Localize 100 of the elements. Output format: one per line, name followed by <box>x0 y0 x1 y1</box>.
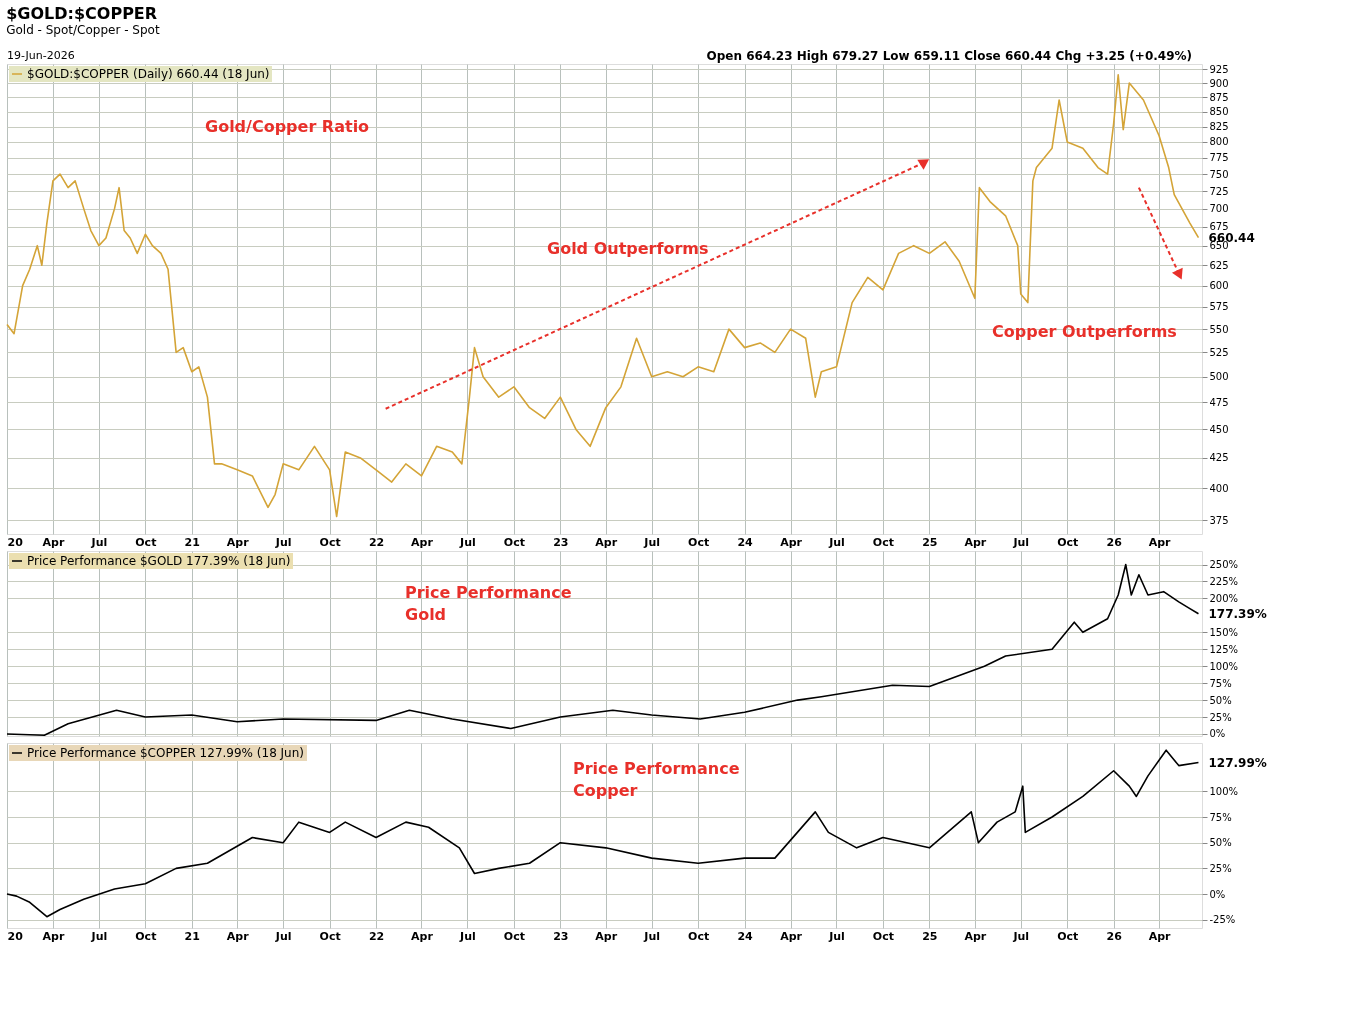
x-tick-label: Apr <box>42 535 65 549</box>
x-tick-label: Jul <box>828 535 845 549</box>
annotation: Gold Outperforms <box>547 239 709 258</box>
legend-label: $GOLD:$COPPER (Daily) 660.44 (18 Jun) <box>27 67 270 81</box>
y-tick-label: 25% <box>1209 711 1232 723</box>
annotation: Price Performance Copper <box>573 759 740 800</box>
x-tick-label: Apr <box>780 535 803 549</box>
x-tick-label: Jul <box>459 535 476 549</box>
y-tick-label: 375 <box>1209 514 1229 526</box>
y-tick-label: 875 <box>1209 91 1229 103</box>
x-tick-label: Apr <box>964 929 987 943</box>
y-tick-label: 800 <box>1209 136 1229 148</box>
x-tick-label: Oct <box>135 535 157 549</box>
x-tick-label: Apr <box>780 929 803 943</box>
x-tick-label: 22 <box>368 929 385 943</box>
x-tick-label: 25 <box>922 535 938 549</box>
x-tick-label: Oct <box>872 535 894 549</box>
x-tick-label: Jul <box>274 929 292 943</box>
x-tick-label: Apr <box>411 535 434 549</box>
y-tick-label: 675 <box>1209 221 1229 233</box>
y-tick-label: 50% <box>1209 694 1232 706</box>
y-tick-label: 25% <box>1209 862 1232 874</box>
legend-label: Price Performance $GOLD 177.39% (18 Jun) <box>27 554 291 568</box>
x-tick-label: Jul <box>459 929 476 943</box>
text: Open 664.23 High 679.27 Low 659.11 Close 660.44 Chg +3.25 (+0.49%) <box>706 49 1192 63</box>
x-tick-label: Oct <box>872 929 894 943</box>
x-tick-label: Oct <box>503 929 525 943</box>
y-tick-label: 450 <box>1209 423 1229 435</box>
x-tick-label: Oct <box>503 535 525 549</box>
y-tick-label: 775 <box>1209 152 1229 164</box>
y-tick-label: 500 <box>1209 371 1229 383</box>
x-tick-label: Apr <box>1148 535 1172 549</box>
y-tick-label: 725 <box>1209 185 1229 197</box>
x-tick-label: 24 <box>737 929 754 943</box>
y-tick-label: 100% <box>1209 660 1239 672</box>
annotation: 127.99% <box>1208 755 1267 770</box>
line-series <box>6 749 1200 918</box>
x-tick-label: 21 <box>184 535 200 549</box>
x-tick-label: 26 <box>1106 929 1123 943</box>
legend-label: Price Performance $COPPER 127.99% (18 Jun) <box>27 746 305 760</box>
x-tick-label: Jul <box>643 929 661 943</box>
y-tick-label: 475 <box>1209 396 1229 408</box>
y-tick-label: 575 <box>1209 301 1229 313</box>
text: 19-Jun-2026 <box>7 49 75 62</box>
x-tick-label: 20 <box>7 535 24 549</box>
y-tick-label: 825 <box>1209 121 1229 133</box>
y-tick-label: 900 <box>1209 77 1229 89</box>
x-tick-label: Oct <box>135 929 157 943</box>
x-tick-label: Jul <box>90 929 108 943</box>
x-tick-label: 20 <box>7 929 24 943</box>
x-tick-label: Oct <box>1057 535 1079 549</box>
y-tick-label: 200% <box>1209 592 1239 604</box>
y-tick-label: 425 <box>1209 452 1229 464</box>
x-tick-label: Jul <box>1012 929 1030 943</box>
x-tick-label: Oct <box>319 929 341 943</box>
chart-subtitle: Gold - Spot/Copper - Spot <box>6 23 160 37</box>
y-tick-label: 0% <box>1209 888 1226 900</box>
y-tick-label: 0% <box>1209 728 1226 740</box>
x-tick-label: Apr <box>226 929 250 943</box>
y-tick-label: 400 <box>1209 482 1229 494</box>
x-tick-label: Apr <box>42 929 65 943</box>
y-tick-label: 250% <box>1209 559 1239 571</box>
y-tick-label: 225% <box>1209 575 1239 587</box>
x-tick-label: 21 <box>184 929 200 943</box>
y-tick-label: 700 <box>1209 203 1229 215</box>
y-tick-label: 550 <box>1209 323 1229 335</box>
x-tick-label: Jul <box>828 929 845 943</box>
y-tick-label: 625 <box>1209 259 1229 271</box>
x-tick-label: Jul <box>643 535 661 549</box>
x-tick-label: Jul <box>90 535 108 549</box>
y-tick-label: 150% <box>1209 626 1239 638</box>
x-tick-label: Apr <box>964 535 987 549</box>
x-tick-label: Apr <box>411 929 434 943</box>
y-tick-label: 925 <box>1209 63 1229 75</box>
x-tick-label: Apr <box>595 535 618 549</box>
x-tick-label: Oct <box>688 535 710 549</box>
y-tick-label: 600 <box>1209 280 1229 292</box>
annotation: Copper Outperforms <box>992 322 1177 341</box>
x-tick-label: 22 <box>368 535 385 549</box>
x-tick-label: 23 <box>553 535 569 549</box>
y-tick-label: 50% <box>1209 837 1232 849</box>
x-tick-label: Apr <box>226 535 250 549</box>
y-tick-label: 525 <box>1209 346 1229 358</box>
x-tick-label: Apr <box>595 929 618 943</box>
y-tick-label: 750 <box>1209 168 1229 180</box>
y-tick-label: 75% <box>1209 677 1232 689</box>
x-tick-label: Jul <box>274 535 292 549</box>
x-tick-label: Oct <box>688 929 710 943</box>
annotation: Gold/Copper Ratio <box>205 117 370 136</box>
x-tick-label: 23 <box>553 929 569 943</box>
annotation: Price Performance Gold <box>405 583 572 624</box>
y-tick-label: 125% <box>1209 643 1239 655</box>
chart-title: $GOLD:$COPPER <box>6 4 158 23</box>
x-tick-label: Oct <box>319 535 341 549</box>
x-tick-label: Apr <box>1148 929 1172 943</box>
y-tick-label: -25% <box>1209 914 1236 926</box>
x-tick-label: 24 <box>737 535 754 549</box>
y-tick-label: 850 <box>1209 106 1229 118</box>
y-tick-label: 100% <box>1209 785 1239 797</box>
y-tick-label: 75% <box>1209 811 1232 823</box>
